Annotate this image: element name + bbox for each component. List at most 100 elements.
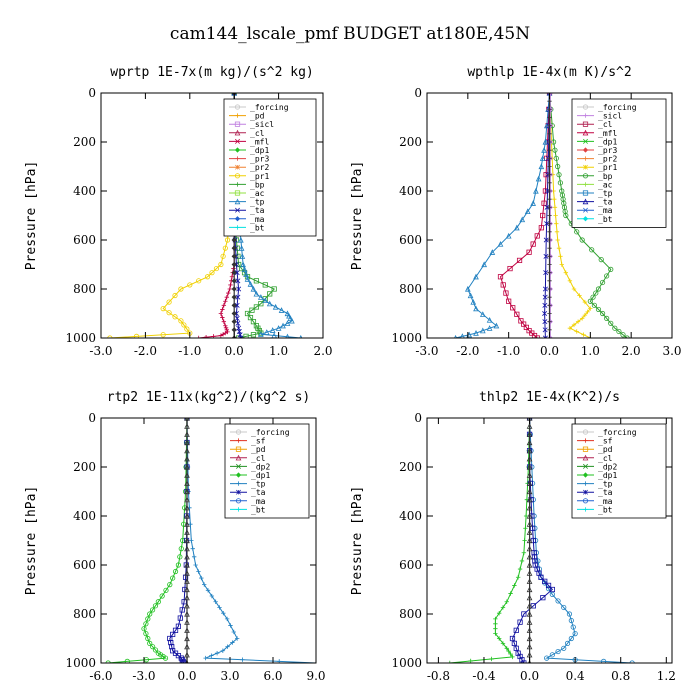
- data-point: [570, 624, 576, 630]
- x-tick-label: 2.0: [622, 344, 641, 358]
- x-tick-label: -3.0: [415, 344, 438, 358]
- data-point: [269, 327, 276, 333]
- x-tick-label: 0.0: [520, 669, 539, 683]
- data-point: [504, 646, 509, 651]
- legend-label: _ta: [250, 206, 265, 215]
- data-point: [184, 439, 190, 446]
- data-point: [554, 229, 560, 235]
- data-point: [262, 282, 268, 288]
- legend-label: _tp: [251, 480, 266, 489]
- data-point: [234, 315, 240, 321]
- data-point: [143, 630, 149, 637]
- x-tick-label: 1.2: [657, 669, 676, 683]
- legend-marker: [235, 446, 242, 452]
- data-point: [253, 290, 260, 297]
- x-tick-label: 0.0: [540, 344, 559, 358]
- data-point: [247, 314, 254, 321]
- legend-marker: [582, 104, 589, 110]
- y-tick-label: 800: [399, 607, 422, 621]
- legend-label: _sf: [251, 437, 266, 446]
- figure-title: cam144_lscale_pmf BUDGET at180E,45N: [170, 24, 530, 44]
- data-point: [166, 299, 172, 305]
- data-point: [509, 635, 516, 642]
- data-point: [558, 254, 563, 259]
- data-point: [568, 635, 574, 642]
- data-point: [582, 312, 588, 318]
- data-point: [184, 472, 190, 478]
- data-point: [526, 594, 533, 601]
- legend-marker: [582, 121, 589, 127]
- legend-label: _forcing: [598, 103, 637, 112]
- legend-label: _bp: [598, 172, 613, 181]
- data-point: [555, 648, 561, 655]
- legend-marker: [583, 113, 588, 118]
- data-point: [220, 648, 226, 653]
- data-point: [555, 163, 561, 170]
- data-point: [231, 261, 237, 268]
- data-point: [178, 318, 184, 324]
- data-point: [547, 327, 552, 333]
- data-point: [547, 147, 552, 153]
- data-point: [191, 554, 197, 560]
- data-point: [538, 163, 545, 170]
- data-point: [184, 561, 190, 568]
- data-point: [542, 302, 548, 308]
- data-point: [231, 310, 237, 317]
- data-point: [504, 599, 509, 604]
- data-point: [620, 332, 626, 338]
- data-point: [284, 310, 291, 317]
- legend: _forcing_sf_pd_cl_dp2_dp1_tp_ta_ma_bt: [224, 423, 310, 519]
- data-point: [203, 655, 208, 661]
- data-point: [526, 423, 533, 429]
- data-point: [177, 615, 183, 621]
- data-point: [595, 306, 602, 313]
- data-point: [563, 270, 569, 275]
- data-point: [549, 591, 555, 598]
- data-point: [460, 333, 465, 338]
- data-point: [599, 279, 606, 286]
- data-point: [214, 651, 220, 656]
- legend-label: _pr1: [598, 163, 617, 172]
- data-point: [526, 537, 533, 544]
- data-point: [209, 593, 215, 599]
- legend-label: _dp1: [598, 137, 617, 146]
- data-point: [547, 237, 552, 243]
- legend-marker: [583, 138, 588, 144]
- data-point: [231, 237, 237, 243]
- data-point: [540, 595, 546, 601]
- data-point: [231, 294, 237, 300]
- panel-2: wpthlp 1E-4x(m K)/s^2 Pressure [hPa] -3.0 -…: [350, 65, 682, 358]
- legend-label: _pd: [598, 445, 613, 454]
- data-point: [521, 321, 527, 327]
- x-tick-label: 1.0: [269, 344, 288, 358]
- x-tick-label: 0.4: [566, 669, 585, 683]
- data-point: [521, 550, 527, 555]
- data-point: [547, 115, 552, 120]
- data-point: [150, 644, 156, 650]
- data-point: [552, 196, 557, 202]
- data-point: [574, 329, 579, 334]
- data-point: [493, 616, 498, 622]
- data-point: [598, 256, 604, 263]
- data-point: [526, 570, 533, 576]
- data-point: [545, 582, 552, 589]
- data-point: [213, 265, 220, 272]
- data-point: [500, 641, 506, 646]
- data-point: [561, 604, 567, 611]
- data-point: [547, 196, 552, 202]
- data-point: [231, 266, 236, 271]
- legend-marker: [583, 207, 588, 213]
- data-point: [234, 270, 240, 276]
- data-point: [547, 139, 552, 145]
- data-point: [203, 334, 209, 338]
- legend-label: _ma: [598, 206, 613, 215]
- data-point: [616, 328, 622, 335]
- data-point: [179, 607, 185, 613]
- data-point: [243, 271, 249, 277]
- data-point: [223, 323, 228, 328]
- x-tick-label: -3.0: [89, 344, 112, 358]
- data-point: [582, 299, 588, 305]
- series-line-mfl: [499, 93, 550, 338]
- data-point: [542, 286, 548, 292]
- data-point: [236, 286, 242, 292]
